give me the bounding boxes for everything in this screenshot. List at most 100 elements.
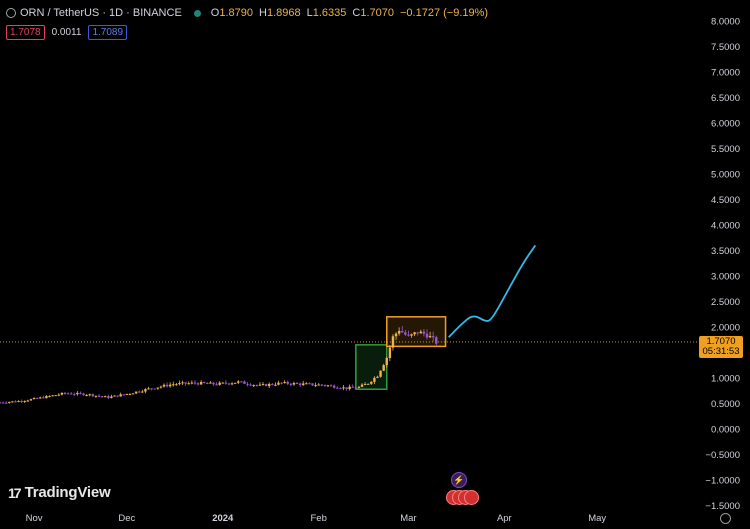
y-tick-label: 7.5000 — [711, 42, 740, 53]
candle-body — [261, 384, 265, 386]
candle-body — [351, 386, 354, 388]
candle-body — [249, 384, 252, 386]
y-tick-label: 2.5000 — [711, 297, 740, 308]
candle-body — [305, 383, 308, 385]
candle-body — [385, 357, 388, 366]
candle-body — [17, 401, 20, 403]
low-label: L — [306, 7, 313, 19]
orange-box — [386, 316, 447, 348]
candle-body — [345, 387, 348, 390]
candle-body — [360, 384, 364, 387]
candle-body — [258, 384, 262, 386]
candle-body — [431, 336, 435, 338]
candle-body — [289, 383, 293, 385]
candle-body — [323, 385, 327, 387]
candle-body — [298, 383, 302, 385]
candle-body — [91, 394, 95, 397]
candle-body — [397, 331, 401, 334]
candle-body — [203, 382, 206, 384]
candle-body — [23, 401, 26, 403]
candle-body — [295, 383, 299, 385]
candle-body — [407, 334, 410, 336]
candle-body — [4, 402, 8, 404]
x-tick-label: Nov — [26, 513, 43, 524]
candle-body — [66, 393, 70, 395]
buy-button[interactable]: 1.7089 — [88, 25, 128, 40]
candle-body — [97, 395, 101, 397]
candle-body — [283, 381, 286, 383]
projection-path — [448, 244, 537, 338]
tradingview-wordmark: TradingView — [24, 484, 111, 501]
candle-body — [193, 382, 197, 384]
candle-body — [410, 334, 413, 336]
candle-body — [131, 393, 135, 395]
candle-body — [0, 402, 2, 404]
candle-body — [404, 332, 407, 335]
candle-body — [413, 332, 416, 335]
candle-body — [243, 381, 246, 384]
candle-body — [237, 381, 240, 383]
candle-body — [147, 388, 150, 390]
y-tick-label: 6.5000 — [711, 93, 740, 104]
candle-body — [14, 401, 17, 403]
y-tick-label: 5.5000 — [711, 144, 740, 155]
candle-body — [428, 336, 432, 338]
candle-body — [215, 384, 218, 386]
candle-body — [342, 387, 345, 389]
candle-body — [388, 347, 392, 358]
y-tick-label: 7.0000 — [711, 68, 740, 79]
candle-body — [255, 385, 259, 387]
y-tick-label: 4.0000 — [711, 221, 740, 232]
candle-body — [181, 382, 184, 384]
tradingview-logo[interactable]: 17 TradingView — [8, 484, 111, 501]
spread-value: 0.0011 — [51, 27, 82, 38]
candle-body — [138, 391, 141, 393]
x-tick-label: May — [588, 513, 606, 524]
candle-body — [240, 381, 243, 383]
y-tick-label: 3.5000 — [711, 246, 740, 257]
candle-body — [339, 388, 342, 390]
settings-icon[interactable] — [720, 513, 731, 524]
us-flag-icon[interactable] — [464, 490, 479, 505]
candle-body — [60, 392, 64, 395]
candle-body — [252, 385, 255, 387]
candle-body — [394, 333, 398, 337]
candle-body — [320, 384, 323, 386]
candle-body — [141, 391, 144, 393]
candle-body — [212, 382, 215, 385]
close-label: C — [352, 7, 361, 19]
change-value: −0.1727 (−9.19%) — [400, 7, 489, 19]
candle-body — [125, 393, 129, 395]
candle-body — [280, 382, 283, 384]
y-tick-label: 0.0000 — [711, 425, 740, 436]
candle-body — [277, 382, 280, 385]
sell-button[interactable]: 1.7078 — [6, 25, 45, 40]
candle-body — [63, 392, 67, 394]
candle-body — [233, 382, 237, 384]
candle-body — [224, 382, 228, 384]
lightning-icon[interactable]: ⚡ — [451, 472, 467, 488]
x-axis[interactable]: Nov Dec 2024 Feb Mar Apr May — [26, 513, 607, 524]
candle-body — [69, 393, 73, 395]
candle-body — [218, 382, 221, 385]
candle-body — [144, 389, 147, 392]
quote-row: 1.7078 0.0011 1.7089 — [6, 25, 128, 40]
candle-body — [128, 393, 132, 395]
chart-header: ORN / TetherUS · 1D · BINANCE O 1.8790 H… — [6, 5, 488, 21]
last-price-label: 1.7070 05:31:53 — [699, 336, 743, 358]
candle-body — [196, 383, 200, 385]
candle-body — [292, 383, 296, 385]
y-tick-label: 0.5000 — [711, 399, 740, 410]
symbol-title[interactable]: ORN / TetherUS · 1D · BINANCE — [20, 7, 182, 19]
candle-body — [54, 395, 57, 397]
candle-body — [88, 394, 91, 396]
projection — [448, 244, 537, 338]
open-label: O — [210, 7, 220, 19]
y-axis[interactable]: 8.0000 7.5000 7.0000 6.5000 6.0000 5.5000 5.00… — [705, 17, 740, 513]
candle-body — [326, 385, 330, 387]
candle-body — [317, 384, 320, 386]
candle-body — [76, 392, 79, 395]
candle-body — [221, 382, 224, 384]
y-tick-label: −1.0000 — [705, 476, 740, 487]
